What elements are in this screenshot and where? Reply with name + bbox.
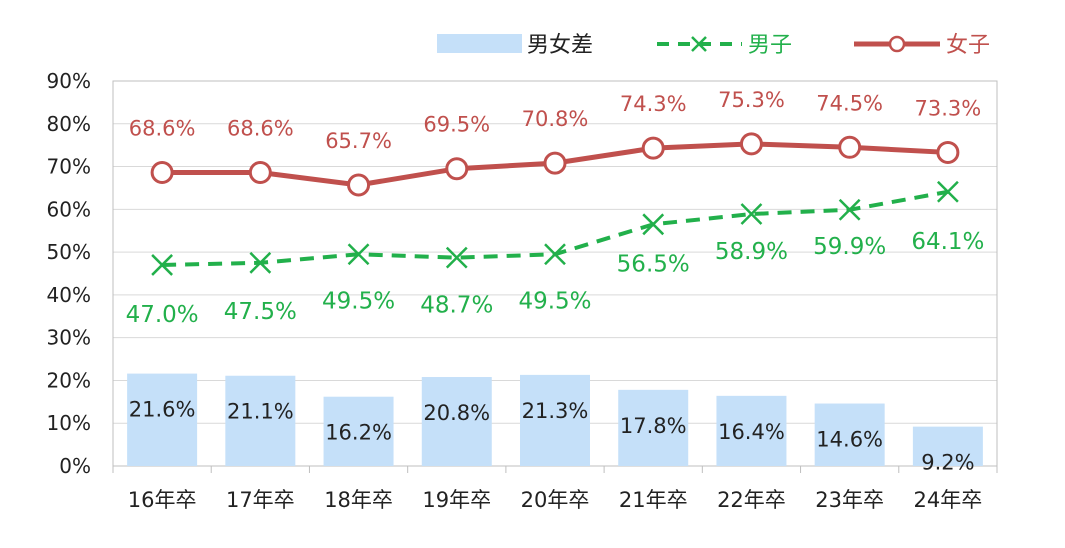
gap-bar <box>127 373 198 466</box>
female-marker <box>248 161 272 185</box>
x-tick-label: 24年卒 <box>914 488 983 512</box>
female-marker <box>543 151 567 175</box>
male-marker <box>151 254 173 276</box>
gap-bar <box>520 374 590 466</box>
y-tick-label: 80% <box>47 112 91 136</box>
male-marker <box>937 180 959 203</box>
x-tick-label: 19年卒 <box>422 488 491 512</box>
gap-bar <box>618 389 689 466</box>
male-marker <box>445 246 468 269</box>
male-data-label: 64.1% <box>911 229 984 255</box>
male-data-label: 58.9% <box>715 239 788 265</box>
gap-bar-label: 16.4% <box>718 420 785 444</box>
female-marker <box>936 140 960 164</box>
female-marker <box>347 173 371 197</box>
female-marker <box>641 136 665 160</box>
gap-bar <box>421 377 492 466</box>
x-tick-label: 22年卒 <box>717 488 786 512</box>
male-marker <box>249 251 272 274</box>
y-tick-label: 50% <box>47 240 91 264</box>
female-marker <box>150 161 174 185</box>
x-tick-label: 20年卒 <box>521 488 590 512</box>
x-tick-label: 18年卒 <box>324 488 393 512</box>
gap-bar-label: 14.6% <box>816 428 883 452</box>
female-data-label: 74.5% <box>816 91 883 115</box>
x-tick-label: 17年卒 <box>226 488 295 512</box>
x-tick-label: 23年卒 <box>815 488 884 512</box>
y-tick-label: 30% <box>47 326 91 350</box>
gap-bar <box>716 395 787 466</box>
x-tick-label: 16年卒 <box>128 488 197 512</box>
male-marker <box>544 243 566 266</box>
male-data-label: 48.7% <box>420 293 493 319</box>
female-data-label: 73.3% <box>915 96 982 120</box>
gap-bar-label: 20.8% <box>423 401 490 425</box>
legend-marker-female <box>888 35 906 53</box>
male-marker <box>740 203 763 225</box>
female-data-label: 75.3% <box>718 88 785 112</box>
y-tick-label: 20% <box>47 368 91 392</box>
male-data-label: 49.5% <box>322 288 395 314</box>
female-data-label: 74.3% <box>620 92 687 116</box>
y-tick-label: 0% <box>59 454 91 478</box>
male-data-label: 47.5% <box>224 299 297 325</box>
female-data-label: 68.6% <box>129 117 196 141</box>
gap-bar-label: 21.6% <box>129 398 196 422</box>
y-tick-label: 70% <box>47 155 91 179</box>
gap-bar-label: 16.2% <box>325 421 392 445</box>
y-tick-label: 60% <box>47 197 91 221</box>
male-marker <box>642 213 665 236</box>
female-data-label: 65.7% <box>325 129 392 153</box>
gap-bar <box>225 375 296 466</box>
male-marker <box>347 243 370 266</box>
female-data-label: 68.6% <box>227 117 294 141</box>
gap-bar <box>912 426 983 466</box>
legend-label-gap: 男女差 <box>527 33 593 58</box>
gap-bar-label: 21.3% <box>522 399 589 423</box>
female-marker <box>838 135 862 159</box>
gap-bar-label: 9.2% <box>921 451 974 475</box>
gap-bar <box>814 403 885 466</box>
legend-marker-male <box>691 36 707 52</box>
male-data-label: 56.5% <box>617 251 690 277</box>
gap-bar <box>323 396 394 466</box>
female-data-label: 69.5% <box>423 113 490 137</box>
male-data-label: 49.5% <box>518 288 591 314</box>
female-data-label: 70.8% <box>522 107 589 131</box>
legend-label-male: 男子 <box>748 33 792 58</box>
x-tick-label: 21年卒 <box>619 488 688 512</box>
legend-swatch-gap <box>437 34 522 53</box>
legend-label-female: 女子 <box>946 33 990 58</box>
male-marker <box>838 198 861 221</box>
male-data-label: 59.9% <box>813 234 886 260</box>
gap-bar-label: 21.1% <box>227 400 294 424</box>
female-marker <box>445 157 469 181</box>
male-data-label: 47.0% <box>126 302 199 328</box>
y-tick-label: 90% <box>47 69 91 93</box>
female-marker <box>739 132 763 156</box>
y-tick-label: 40% <box>47 283 91 307</box>
gap-bar-label: 17.8% <box>620 414 687 438</box>
y-tick-label: 10% <box>47 411 91 435</box>
